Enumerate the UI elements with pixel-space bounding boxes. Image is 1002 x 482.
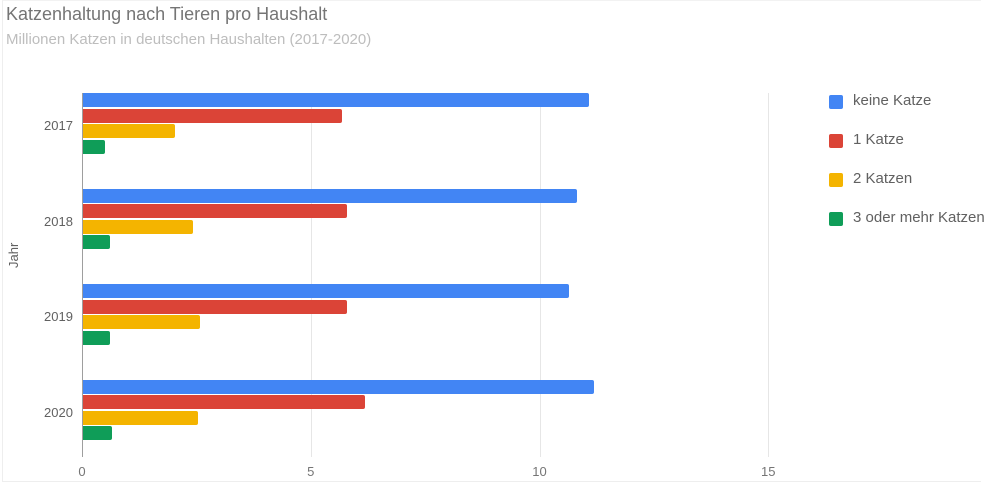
legend-swatch-icon [829,212,843,226]
bar-2017-1[interactable] [83,108,342,123]
legend-swatch-icon [829,134,843,148]
bar-2018-3[interactable] [83,235,111,249]
legend-item[interactable]: 1 Katze [829,131,985,170]
bar-2020-2[interactable] [83,410,199,425]
gridline [768,93,770,457]
legend-item[interactable]: 2 Katzen [829,170,985,209]
chart-title: Katzenhaltung nach Tieren pro Haushalt [6,4,328,24]
bar-2018-2[interactable] [83,219,193,234]
legend-label: 2 Katzen [853,170,913,187]
legend-swatch-icon [829,173,843,187]
chart-subtitle: Millionen Katzen in deutschen Haushalten… [6,31,372,48]
bar-2019-2[interactable] [83,315,200,329]
legend-label: 3 oder mehr Katzen [853,209,985,226]
x-tick-label: 10 [532,464,547,479]
bar-2020-0[interactable] [83,379,594,394]
legend-label: keine Katze [853,92,932,109]
legend: keine Katze 1 Katze 2 Katzen 3 oder mehr Ka… [829,92,985,248]
legend-swatch-icon [829,95,843,109]
bar-2019-0[interactable] [83,284,570,298]
y-tick-label: 2020 [44,404,73,420]
legend-item[interactable]: 3 oder mehr Katzen [829,209,985,248]
bar-2017-0[interactable] [83,93,589,107]
plot-area [82,93,772,457]
y-axis-line [82,93,83,457]
legend-item[interactable]: keine Katze [829,92,985,131]
bar-2019-3[interactable] [83,330,111,345]
y-tick-label: 2017 [44,118,73,133]
bar-2020-3[interactable] [83,426,112,440]
x-tick-label: 5 [307,464,315,479]
y-axis-label: Jahr [6,242,21,268]
y-tick-label: 2019 [44,309,73,324]
bar-2020-1[interactable] [83,395,366,409]
y-tick-label: 2018 [44,213,73,229]
gridline [310,93,312,457]
bar-2017-3[interactable] [83,139,105,154]
x-tick-label: 0 [78,464,86,479]
bar-2019-1[interactable] [83,299,347,314]
legend-label: 1 Katze [853,131,904,148]
bar-2018-1[interactable] [83,204,347,218]
x-tick-label: 15 [761,464,776,479]
bar-2018-0[interactable] [83,188,578,203]
gridline [539,93,541,457]
bar-2017-2[interactable] [83,124,176,138]
